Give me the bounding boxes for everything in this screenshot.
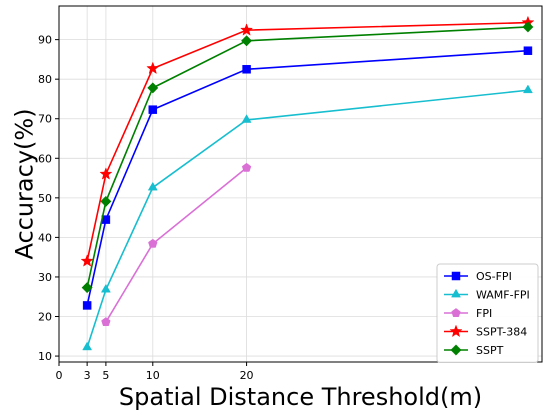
data-point <box>522 21 534 33</box>
x-axis-label: Spatial Distance Threshold(m) <box>119 383 482 411</box>
data-point <box>147 82 159 94</box>
data-point <box>148 238 158 248</box>
axis-ticks: 10 20 30 40 50 60 70 80 90 0 3 5 10 20 <box>38 34 254 382</box>
data-point <box>523 46 533 55</box>
legend-item: WAMF-FPI <box>444 289 530 302</box>
data-point <box>100 195 112 207</box>
series-os-fpi <box>82 46 533 310</box>
series-line <box>86 21 528 262</box>
series-layer <box>80 15 535 351</box>
series-fpi <box>101 162 252 327</box>
data-point <box>241 35 253 47</box>
series-wamf-fpi <box>82 84 533 351</box>
y-axis-label: Accuracy(%) <box>10 108 38 259</box>
legend-box <box>436 263 539 363</box>
legend-item: SSPT <box>444 344 504 357</box>
x-tick-label: 20 <box>240 369 254 382</box>
y-tick-label: 60 <box>38 152 52 165</box>
y-tick-label: 20 <box>38 311 52 324</box>
data-point <box>146 61 160 75</box>
legend-item: SSPT-384 <box>444 324 527 339</box>
y-tick-label: 30 <box>38 271 52 284</box>
legend-item: FPI <box>444 307 492 320</box>
data-point <box>239 23 254 36</box>
legend-label: SSPT <box>476 344 504 357</box>
data-point <box>148 105 158 114</box>
legend-label: WAMF-FPI <box>476 289 530 302</box>
data-point <box>100 283 111 293</box>
x-tick-label: 10 <box>146 369 160 382</box>
data-point <box>147 181 158 191</box>
legend-marker <box>451 271 461 281</box>
data-point <box>242 65 251 74</box>
y-tick-label: 90 <box>38 34 52 47</box>
y-tick-label: 10 <box>38 350 52 363</box>
data-point <box>82 301 92 310</box>
series-sspt-384 <box>80 15 535 267</box>
x-tick-label: 5 <box>102 369 109 382</box>
y-tick-label: 50 <box>38 192 52 205</box>
legend-marker <box>450 344 462 356</box>
legend: OS-FPI WAMF-FPI FPI SSPT-384 SSPT <box>436 263 539 363</box>
y-tick-label: 40 <box>38 231 52 244</box>
data-point <box>101 317 111 327</box>
data-point <box>82 341 93 351</box>
y-tick-label: 80 <box>38 73 52 86</box>
legend-label: FPI <box>476 307 492 320</box>
plot-area <box>58 5 543 363</box>
data-point <box>241 162 252 172</box>
legend-marker <box>451 288 461 298</box>
data-point <box>522 84 533 94</box>
legend-label: OS-FPI <box>476 270 512 283</box>
legend-marker <box>449 324 463 338</box>
data-point <box>241 114 252 123</box>
data-point <box>99 167 113 180</box>
x-tick-label: 0 <box>56 369 63 382</box>
data-point <box>80 254 94 267</box>
data-point <box>81 282 93 294</box>
legend-marker <box>451 308 461 317</box>
y-tick-label: 70 <box>38 113 52 126</box>
x-tick-label: 3 <box>84 369 91 382</box>
series-sspt <box>81 21 534 294</box>
legend-label: SSPT-384 <box>476 326 527 339</box>
legend-item: OS-FPI <box>444 270 512 283</box>
